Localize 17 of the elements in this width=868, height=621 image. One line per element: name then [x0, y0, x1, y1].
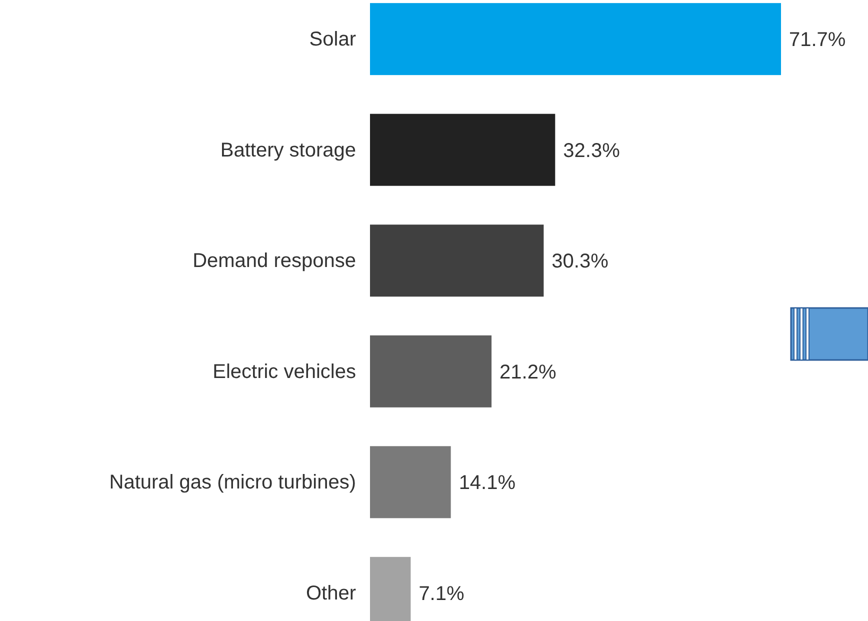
bar — [370, 224, 544, 297]
y-tick-label: Demand response — [192, 250, 356, 272]
y-tick-label: Other — [306, 582, 356, 604]
data-label: 21.2% — [500, 361, 556, 384]
y-tick-label: Battery storage — [220, 139, 356, 162]
data-label: 32.3% — [563, 140, 620, 162]
data-label: 7.1% — [418, 582, 464, 605]
bar — [370, 446, 451, 518]
data-label: 14.1% — [458, 472, 516, 494]
data-label: 71.7% — [789, 29, 846, 52]
y-tick-label: Natural gas (micro turbines) — [109, 472, 356, 494]
bar — [370, 114, 556, 186]
data-label: 30.3% — [552, 250, 609, 273]
bar — [370, 335, 492, 408]
y-tick-label: Electric vehicles — [212, 360, 356, 383]
y-tick-label: Solar — [309, 28, 356, 50]
bar — [370, 3, 781, 76]
